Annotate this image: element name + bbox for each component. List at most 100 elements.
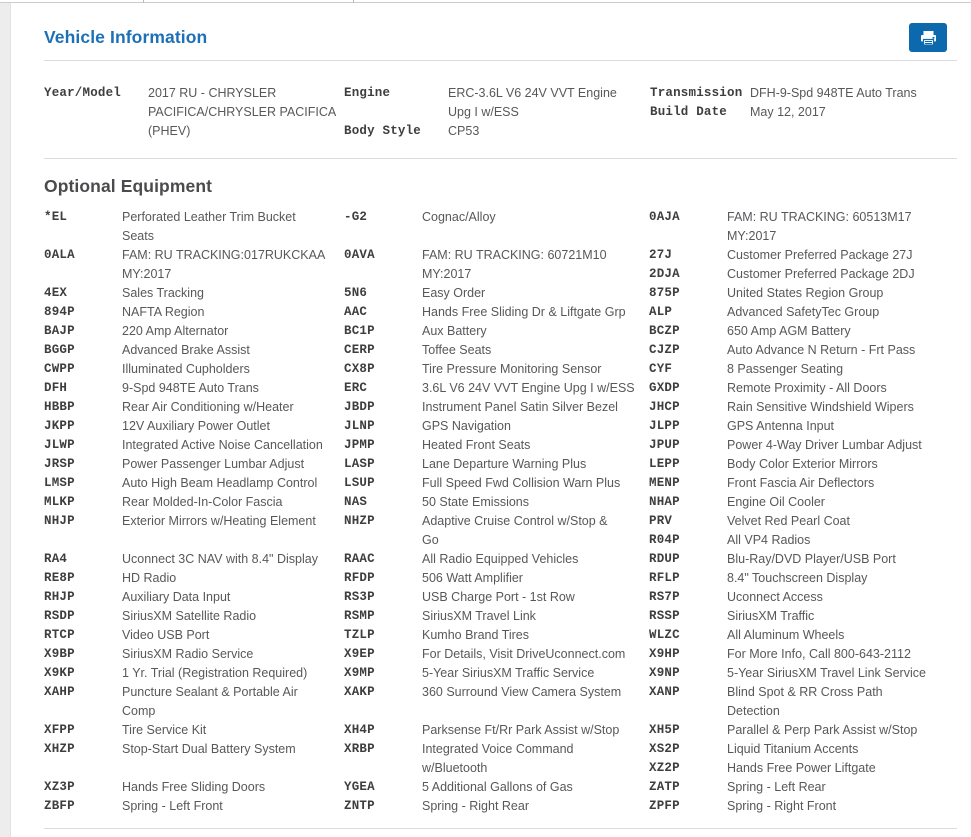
equipment-description: Spring - Right Rear (422, 799, 529, 813)
equipment-row: 0ALA FAM: RU TRACKING:017RUKCKAA MY:2017 (44, 246, 344, 284)
equipment-description: FAM: RU TRACKING:017RUKCKAA MY:2017 (122, 248, 326, 281)
equipment-row: JKPP 12V Auxiliary Power Outlet (44, 417, 344, 436)
equipment-description: Toffee Seats (422, 343, 492, 357)
vehicle-info-group: Transmission DFH-9-Spd 948TE Auto Trans Bu… (650, 84, 957, 141)
equipment-code: X9MP (344, 666, 375, 680)
equipment-row: NAS 50 State Emissions (344, 493, 649, 512)
equipment-row: RFLP 8.4" Touchscreen Display (649, 569, 957, 588)
equipment-code: JLWP (44, 438, 75, 452)
equipment-code: NHJP (44, 514, 75, 528)
equipment-row: LMSP Auto High Beam Headlamp Control (44, 474, 344, 493)
equipment-code: *EL (44, 210, 68, 224)
equipment-row: BC1P Aux Battery (344, 322, 649, 341)
equipment-row: ZNTP Spring - Right Rear (344, 797, 649, 816)
equipment-row: YGEA 5 Additional Gallons of Gas (344, 778, 649, 797)
vehicle-info-row: Year/Model 2017 RU - CHRYSLER PACIFICA/CH… (44, 84, 344, 141)
equipment-description: Front Fascia Air Deflectors (727, 476, 875, 490)
equipment-row: BAJP 220 Amp Alternator (44, 322, 344, 341)
printer-icon (920, 30, 937, 46)
equipment-code: MENP (649, 476, 680, 490)
equipment-code: JBDP (344, 400, 375, 414)
equipment-description: SiriusXM Traffic (727, 609, 815, 623)
equipment-code: 0ALA (44, 248, 75, 262)
equipment-row: LASP Lane Departure Warning Plus (344, 455, 649, 474)
equipment-description: Perforated Leather Trim Bucket Seats (122, 210, 296, 243)
equipment-code: 27J (649, 248, 673, 262)
equipment-code: ZATP (649, 780, 680, 794)
equipment-code: -G2 (344, 210, 368, 224)
equipment-description: Rain Sensitive Windshield Wipers (727, 400, 914, 414)
equipment-code: XAHP (44, 685, 75, 699)
equipment-code: 2DJA (649, 267, 680, 281)
equipment-code: XHZP (44, 742, 75, 756)
print-button[interactable] (909, 23, 947, 52)
equipment-code: LEPP (649, 457, 680, 471)
equipment-row: JPMP Heated Front Seats (344, 436, 649, 455)
equipment-row: RA4 Uconnect 3C NAV with 8.4" Display (44, 550, 344, 569)
equipment-row: X9HP For More Info, Call 800-643-2112 (649, 645, 957, 664)
equipment-description: Spring - Left Rear (727, 780, 826, 794)
equipment-description: Video USB Port (122, 628, 210, 642)
top-table-tick (143, 0, 144, 3)
equipment-row: RE8P HD Radio (44, 569, 344, 588)
equipment-row: JRSP Power Passenger Lumbar Adjust (44, 455, 344, 474)
equipment-code: CERP (344, 343, 375, 357)
equipment-row: -G2 Cognac/Alloy (344, 208, 649, 227)
equipment-row: JLPP GPS Antenna Input (649, 417, 957, 436)
equipment-description: Blind Spot & RR Cross Path Detection (727, 685, 883, 718)
equipment-description: NAFTA Region (122, 305, 205, 319)
equipment-description: 5-Year SiriusXM Travel Link Service (727, 666, 926, 680)
optional-equipment-list: *EL Perforated Leather Trim Bucket Seats 0… (44, 208, 957, 816)
equipment-code: RSSP (649, 609, 680, 623)
vehicle-info-label: Year/Model (44, 86, 122, 100)
equipment-description: FAM: RU TRACKING: 60513M17 MY:2017 (727, 210, 912, 243)
equipment-code: AAC (344, 305, 368, 319)
equipment-description: Lane Departure Warning Plus (422, 457, 587, 471)
equipment-row: XZ2P Hands Free Power Liftgate (649, 759, 957, 778)
equipment-code: GXDP (649, 381, 680, 395)
equipment-code: BGGP (44, 343, 75, 357)
equipment-code: PRV (649, 514, 673, 528)
equipment-description: GPS Navigation (422, 419, 511, 433)
equipment-row: ZBFP Spring - Left Front (44, 797, 344, 816)
equipment-code: BAJP (44, 324, 75, 338)
equipment-row: 0AJA FAM: RU TRACKING: 60513M17 MY:2017 (649, 208, 957, 246)
equipment-row: XFPP Tire Service Kit (44, 721, 344, 740)
equipment-description: Easy Order (422, 286, 486, 300)
vehicle-info-label: Transmission (650, 86, 743, 100)
equipment-description: 3.6L V6 24V VVT Engine Upg I w/ESS (422, 381, 635, 395)
vehicle-info-label: Build Date (650, 105, 728, 119)
equipment-code: RE8P (44, 571, 75, 585)
equipment-row: JHCP Rain Sensitive Windshield Wipers (649, 398, 957, 417)
equipment-row: ALP Advanced SafetyTec Group (649, 303, 957, 322)
equipment-description: 50 State Emissions (422, 495, 529, 509)
equipment-description: Liquid Titanium Accents (727, 742, 859, 756)
equipment-row: XH5P Parallel & Perp Park Assist w/Stop (649, 721, 957, 740)
equipment-description: 5-Year SiriusXM Traffic Service (422, 666, 595, 680)
equipment-code: JPMP (344, 438, 375, 452)
equipment-description: 8 Passenger Seating (727, 362, 844, 376)
equipment-code: 5N6 (344, 286, 368, 300)
equipment-description: HD Radio (122, 571, 177, 585)
equipment-description: Cognac/Alloy (422, 210, 496, 224)
equipment-row: PRV Velvet Red Pearl Coat (649, 512, 957, 531)
equipment-code: 0AJA (649, 210, 680, 224)
equipment-row: DFH 9-Spd 948TE Auto Trans (44, 379, 344, 398)
equipment-code: JPUP (649, 438, 680, 452)
equipment-row: XZ3P Hands Free Sliding Doors (44, 778, 344, 797)
equipment-description: USB Charge Port - 1st Row (422, 590, 575, 604)
equipment-row: 2DJA Customer Preferred Package 2DJ (649, 265, 957, 284)
equipment-code: JKPP (44, 419, 75, 433)
equipment-description: United States Region Group (727, 286, 884, 300)
equipment-description: Velvet Red Pearl Coat (727, 514, 850, 528)
equipment-code: ALP (649, 305, 673, 319)
vehicle-info-block: Year/Model 2017 RU - CHRYSLER PACIFICA/CH… (44, 84, 957, 141)
equipment-row: 875P United States Region Group (649, 284, 957, 303)
equipment-code: RTCP (44, 628, 75, 642)
equipment-code: ZBFP (44, 799, 75, 813)
vehicle-info-value: CP53 (448, 124, 480, 138)
equipment-row: RAAC All Radio Equipped Vehicles (344, 550, 649, 569)
equipment-row: TZLP Kumho Brand Tires (344, 626, 649, 645)
equipment-description: Rear Molded-In-Color Fascia (122, 495, 283, 509)
equipment-description: Hands Free Power Liftgate (727, 761, 876, 775)
